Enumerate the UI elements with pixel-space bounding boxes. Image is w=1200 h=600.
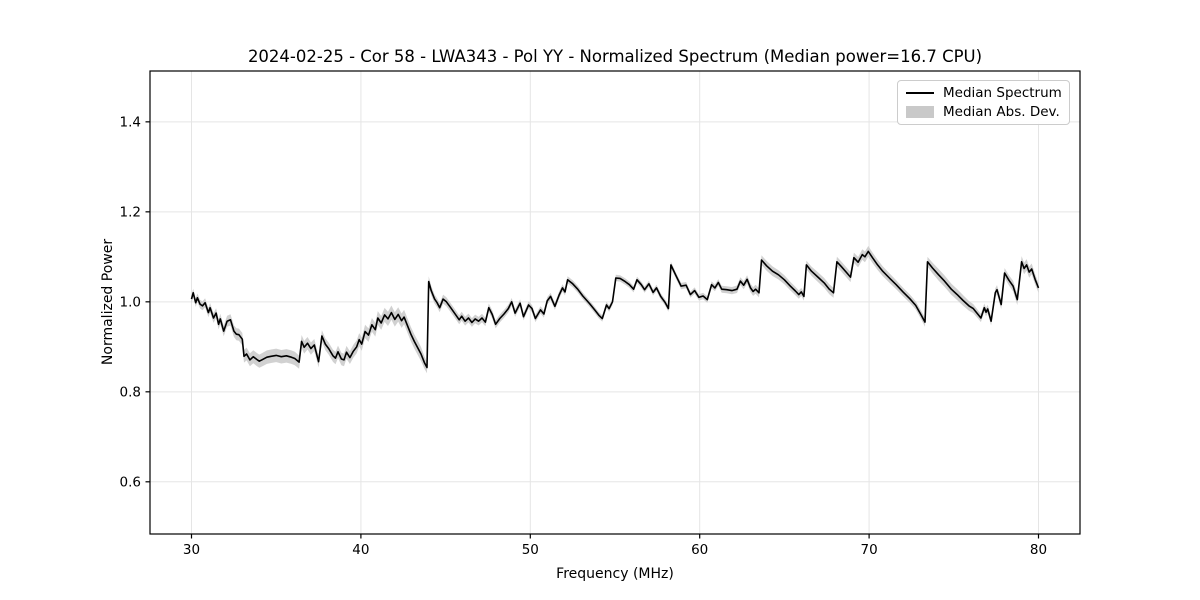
chart-title: 2024-02-25 - Cor 58 - LWA343 - Pol YY - … xyxy=(248,47,982,66)
legend-label: Median Abs. Dev. xyxy=(943,104,1060,120)
mad-band-layer xyxy=(191,246,1039,374)
x-tick-label: 80 xyxy=(1030,542,1047,558)
y-tick-label: 1.0 xyxy=(120,294,141,310)
grid-layer xyxy=(150,71,1080,534)
legend-entry-median-spectrum: Median Spectrum xyxy=(906,85,1062,101)
x-axis-label: Frequency (MHz) xyxy=(556,566,674,582)
tick-layer: 30 40 50 60 70 80 0.6 0.8 1.0 1.2 1.4 xyxy=(120,114,1048,558)
axes-frame xyxy=(149,70,1081,535)
y-axis-label: Normalized Power xyxy=(100,239,116,365)
x-tick-label: 70 xyxy=(861,542,878,558)
y-tick-label: 1.4 xyxy=(120,114,141,130)
mad-band xyxy=(191,246,1039,374)
y-tick-label: 1.2 xyxy=(120,204,141,220)
x-tick-label: 30 xyxy=(183,542,200,558)
spectrum-line-layer xyxy=(190,250,1040,369)
patch-swatch-icon xyxy=(906,106,934,118)
legend-entry-median-abs-dev: Median Abs. Dev. xyxy=(906,104,1061,120)
legend-label: Median Spectrum xyxy=(943,85,1062,101)
x-tick-label: 60 xyxy=(691,542,708,558)
x-tick-label: 40 xyxy=(352,542,369,558)
y-tick-label: 0.8 xyxy=(120,384,141,400)
x-tick-label: 50 xyxy=(522,542,539,558)
y-tick-label: 0.6 xyxy=(120,474,141,490)
line-swatch-icon xyxy=(906,92,934,94)
axes-spines xyxy=(149,70,1081,535)
spectrum-line xyxy=(190,250,1040,369)
legend: Median Spectrum Median Abs. Dev. xyxy=(897,80,1070,125)
